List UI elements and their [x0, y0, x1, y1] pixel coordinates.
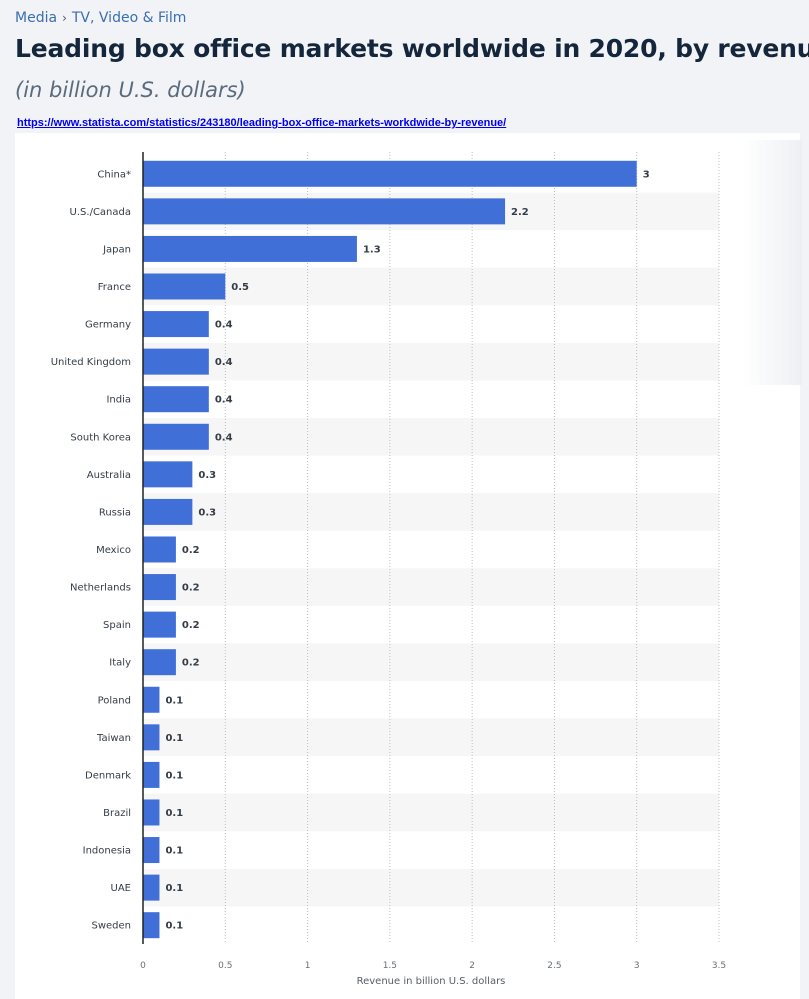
breadcrumb-media-link[interactable]: Media	[15, 10, 58, 26]
row-stripe	[143, 643, 719, 681]
category-label: South Korea	[70, 432, 131, 443]
value-labels: 3 2.2 1.3 0.5 0.4 0.4 0.4 0.4 0.3 0.3 0.2 0.2 0.2 0.2…	[165, 169, 649, 931]
data-label: 0.1	[165, 695, 183, 706]
bar-japan[interactable]	[143, 235, 357, 262]
x-axis-title: Revenue in billion U.S. dollars	[357, 976, 506, 987]
x-tick-label: 2	[469, 961, 475, 971]
row-stripe	[143, 493, 719, 531]
category-label: Japan	[102, 244, 131, 255]
bar-taiwan[interactable]	[143, 724, 160, 751]
data-label: 0.2	[182, 583, 200, 594]
x-tick-label: 0.5	[218, 961, 232, 971]
data-label: 0.3	[198, 507, 216, 518]
data-label: 0.1	[165, 846, 183, 857]
bar-poland[interactable]	[143, 686, 160, 713]
category-labels: China* U.S./Canada Japan France Germany Unite…	[51, 169, 131, 931]
row-stripe	[143, 342, 719, 381]
row-stripes	[143, 192, 719, 907]
breadcrumb-tv-video-film-link[interactable]: TV, Video & Film	[71, 10, 187, 26]
category-label: U.S./Canada	[70, 207, 131, 218]
category-label: India	[106, 395, 131, 406]
bar-u-s-canada[interactable]	[143, 198, 506, 225]
data-label: 0.2	[182, 658, 200, 669]
data-label: 0.1	[165, 770, 183, 781]
x-tick-label: 1.5	[383, 961, 397, 971]
row-stripe	[143, 718, 719, 757]
data-label: 0.4	[215, 357, 233, 368]
bar-south-korea[interactable]	[143, 423, 209, 450]
x-tick-label: 1	[305, 961, 311, 971]
category-label: Russia	[99, 507, 131, 518]
data-label: 0.5	[231, 282, 249, 293]
category-label: Spain	[103, 620, 131, 631]
bar-brazil[interactable]	[143, 799, 160, 826]
data-label: 0.1	[165, 733, 183, 744]
category-label: Sweden	[91, 921, 131, 932]
category-label: Germany	[85, 320, 131, 331]
category-label: Denmark	[85, 770, 131, 781]
bar-uae[interactable]	[143, 874, 160, 901]
data-label: 0.2	[182, 620, 200, 631]
x-tick-label: 3.5	[712, 961, 726, 971]
row-stripe	[143, 417, 719, 456]
bar-netherlands[interactable]	[143, 574, 176, 601]
bar-india[interactable]	[143, 386, 209, 413]
data-label: 0.2	[182, 545, 200, 556]
category-label: China*	[97, 169, 131, 180]
bar-denmark[interactable]	[143, 761, 160, 788]
x-tick-label: 2.5	[547, 961, 561, 971]
data-label: 0.4	[215, 432, 233, 443]
bar-united-kingdom[interactable]	[143, 348, 209, 375]
category-label: France	[98, 282, 131, 293]
x-tick-label: 3	[634, 961, 640, 971]
category-label: Mexico	[96, 545, 131, 556]
bar-germany[interactable]	[143, 311, 209, 338]
data-label: 3	[643, 169, 650, 180]
x-tick-labels: 0 0.5 1 1.5 2 2.5 3 3.5	[140, 961, 726, 971]
data-label: 0.1	[165, 808, 183, 819]
scroll-fade-overlay	[742, 140, 802, 385]
bar-russia[interactable]	[143, 498, 193, 525]
page-title: Leading box office markets worldwide in …	[15, 34, 809, 63]
bar-china[interactable]	[143, 160, 637, 187]
bar-italy[interactable]	[143, 649, 176, 676]
category-label: Australia	[87, 470, 131, 481]
row-stripe	[143, 868, 719, 907]
data-label: 1.3	[363, 244, 381, 255]
bar-sweden[interactable]	[143, 912, 160, 939]
row-stripe	[143, 793, 719, 832]
bars	[143, 160, 637, 939]
category-label: United Kingdom	[51, 357, 131, 368]
row-stripe	[143, 267, 719, 306]
category-label: Netherlands	[70, 583, 131, 594]
breadcrumb: Media › TV, Video & Film	[15, 10, 186, 26]
page-subtitle: (in billion U.S. dollars)	[15, 78, 246, 102]
bar-indonesia[interactable]	[143, 837, 160, 864]
bar-france[interactable]	[143, 273, 226, 300]
x-tick-label: 0	[140, 961, 146, 971]
source-url-link[interactable]: https://www.statista.com/statistics/2431…	[17, 117, 507, 129]
category-label: Taiwan	[96, 733, 131, 744]
category-label: Brazil	[103, 808, 131, 819]
category-label: Indonesia	[83, 846, 131, 857]
category-label: Italy	[109, 658, 131, 669]
category-label: Poland	[98, 695, 131, 706]
bar-australia[interactable]	[143, 461, 193, 488]
data-label: 0.3	[198, 470, 216, 481]
bar-spain[interactable]	[143, 611, 176, 638]
row-stripe	[143, 568, 719, 606]
data-label: 0.4	[215, 395, 233, 406]
data-label: 0.1	[165, 921, 183, 932]
bar-mexico[interactable]	[143, 536, 176, 563]
breadcrumb-separator: ›	[62, 11, 67, 25]
data-label: 2.2	[511, 207, 529, 218]
category-label: UAE	[111, 883, 131, 894]
data-label: 0.1	[165, 883, 183, 894]
data-label: 0.4	[215, 320, 233, 331]
